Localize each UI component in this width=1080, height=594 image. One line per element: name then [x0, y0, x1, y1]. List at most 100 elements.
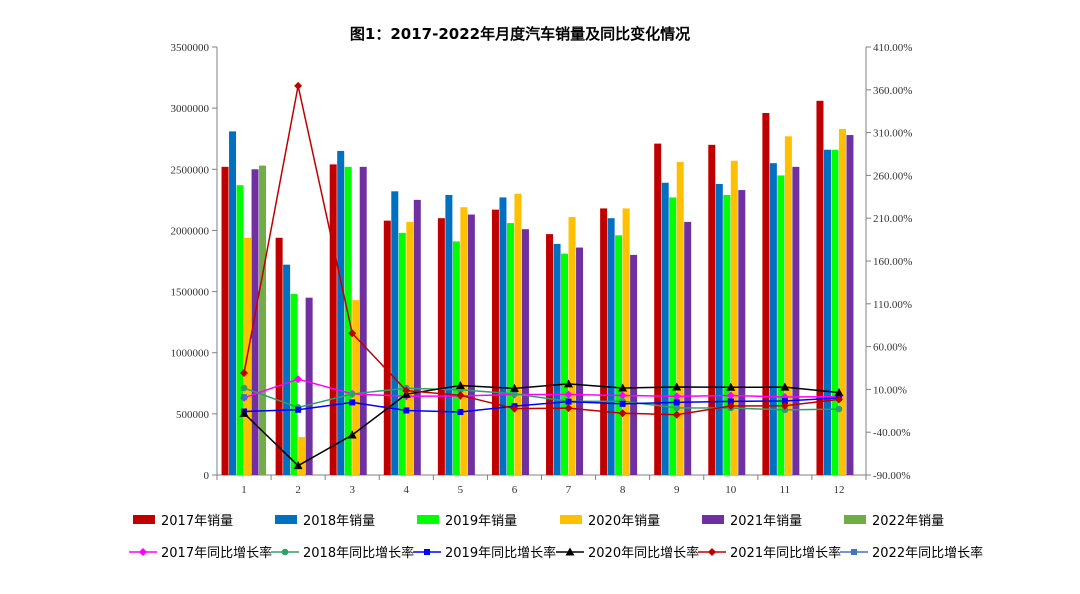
bar-2020年销量-11: [784, 136, 792, 476]
legend-marker-2017年同比增长率: [139, 548, 147, 556]
point-2021年同比增长率-4: [402, 386, 411, 395]
point-2019年同比增长率-2: [295, 406, 302, 413]
y-right-tick-label: 110.00%: [873, 299, 912, 311]
x-tick-label: 1: [241, 484, 247, 496]
x-tick-label: 11: [780, 484, 791, 496]
y-right-tick-label: -40.00%: [873, 427, 911, 439]
bar-2021年销量-11: [792, 166, 800, 475]
bar-2017年销量-4: [383, 220, 391, 475]
bars: [221, 100, 854, 476]
bar-2019年销量-1: [236, 185, 244, 475]
point-2021年同比增长率-12: [834, 395, 843, 404]
bar-2017年销量-7: [546, 234, 554, 475]
legend-marker-2022年同比增长率: [851, 549, 857, 555]
bar-2017年销量-8: [600, 208, 608, 475]
bar-2018年销量-8: [607, 218, 615, 475]
x-tick-label: 5: [458, 484, 464, 496]
point-2019年同比增长率-8: [619, 400, 626, 407]
bar-2021年销量-4: [413, 199, 421, 475]
legend-label: 2020年销量: [588, 514, 660, 529]
bar-2017年销量-6: [491, 209, 499, 475]
bar-2020年销量-9: [676, 161, 684, 475]
legend-swatch-2022年销量: [844, 515, 866, 524]
y-right-tick-label: 210.00%: [873, 213, 912, 225]
point-2021年同比增长率-7: [564, 404, 573, 413]
legend-label: 2017年销量: [161, 514, 233, 529]
bar-2017年销量-2: [275, 237, 283, 475]
point-2021年同比增长率-11: [780, 401, 789, 410]
y-left-tick-label: 3500000: [171, 42, 210, 54]
point-2020年同比增长率-6: [509, 383, 519, 392]
legend-swatch-2019年销量: [417, 515, 439, 524]
y-right-tick-label: -90.00%: [873, 470, 911, 482]
bar-2018年销量-1: [229, 131, 237, 475]
bar-2018年销量-4: [391, 191, 399, 475]
point-2020年同比增长率-5: [455, 381, 465, 390]
axes: 0 500000 1000000 1500000 2000000 2500000 30000…: [171, 42, 913, 496]
y-right-tick-label: 160.00%: [873, 256, 912, 268]
bar-2018年销量-9: [661, 182, 669, 476]
point-2017年同比增长率-10: [726, 391, 735, 400]
bar-2019年销量-7: [561, 253, 569, 475]
bar-2021年销量-5: [467, 214, 475, 475]
bar-2020年销量-2: [298, 437, 306, 475]
point-2019年同比增长率-11: [781, 398, 788, 405]
bar-2021年销量-12: [846, 135, 854, 475]
point-2021年同比增长率-3: [348, 329, 357, 338]
point-2020年同比增长率-1: [239, 408, 249, 417]
y-left-tick-label: 1000000: [171, 348, 210, 360]
x-tick-label: 12: [833, 484, 844, 496]
point-2018年同比增长率-9: [673, 404, 681, 412]
bar-2017年销量-5: [437, 218, 445, 475]
bar-2021年销量-9: [684, 221, 692, 475]
bar-2019年销量-9: [669, 197, 677, 475]
point-2019年同比增长率-7: [565, 398, 572, 405]
legend-label: 2017年同比增长率: [161, 545, 272, 561]
legend-label: 2018年销量: [303, 514, 375, 529]
point-2019年同比增长率-3: [349, 399, 356, 406]
legend: 2017年销量 2018年销量 2019年销量 2020年销量 2021年销量 2022年…: [129, 514, 983, 561]
bar-2017年销量-1: [221, 166, 229, 475]
y-left-tick-label: 0: [204, 470, 210, 482]
bar-2021年销量-7: [576, 247, 584, 475]
y-left-tick-label: 3000000: [171, 103, 210, 115]
point-2018年同比增长率-1: [240, 384, 248, 392]
bar-2020年销量-5: [460, 207, 468, 476]
bar-2020年销量-8: [622, 208, 630, 475]
point-2019年同比增长率-9: [673, 399, 680, 406]
line-2020年同比增长率: [243, 383, 840, 467]
x-tick-label: 4: [404, 484, 410, 496]
bar-2019年销量-10: [723, 194, 731, 476]
legend-label: 2021年销量: [730, 514, 802, 529]
legend-label: 2022年同比增长率: [872, 545, 983, 561]
bar-2020年销量-6: [514, 193, 522, 475]
point-2020年同比增长率-2: [293, 461, 303, 470]
point-2021年同比增长率-1: [240, 369, 249, 378]
y-left-tick-label: 1500000: [171, 287, 210, 299]
bar-2018年销量-11: [769, 163, 777, 475]
x-tick-label: 10: [725, 484, 737, 496]
x-tick-label: 3: [349, 484, 355, 496]
point-2020年同比增长率-11: [780, 382, 790, 391]
point-2018年同比增长率-12: [835, 405, 843, 413]
line-2017年同比增长率: [243, 378, 839, 399]
bar-2017年销量-11: [762, 113, 770, 475]
bar-2019年销量-6: [506, 223, 514, 475]
line-2021年同比增长率: [243, 85, 840, 416]
point-2020年同比增长率-9: [672, 382, 682, 391]
bar-2018年销量-5: [445, 194, 453, 476]
line-2019年同比增长率: [244, 397, 840, 413]
bar-2019年销量-3: [344, 166, 352, 475]
bar-2020年销量-3: [352, 300, 360, 475]
bar-2017年销量-9: [654, 143, 662, 475]
line-2018年同比增长率: [243, 387, 839, 411]
x-tick-label: 9: [674, 484, 680, 496]
y-right-tick-label: 310.00%: [873, 128, 912, 140]
bar-2020年销量-10: [730, 160, 738, 475]
bar-2019年销量-4: [398, 232, 406, 475]
x-tick-label: 2: [295, 484, 301, 496]
legend-label: 2021年同比增长率: [730, 545, 841, 561]
legend-label: 2019年销量: [445, 514, 517, 529]
lines: [239, 81, 844, 470]
